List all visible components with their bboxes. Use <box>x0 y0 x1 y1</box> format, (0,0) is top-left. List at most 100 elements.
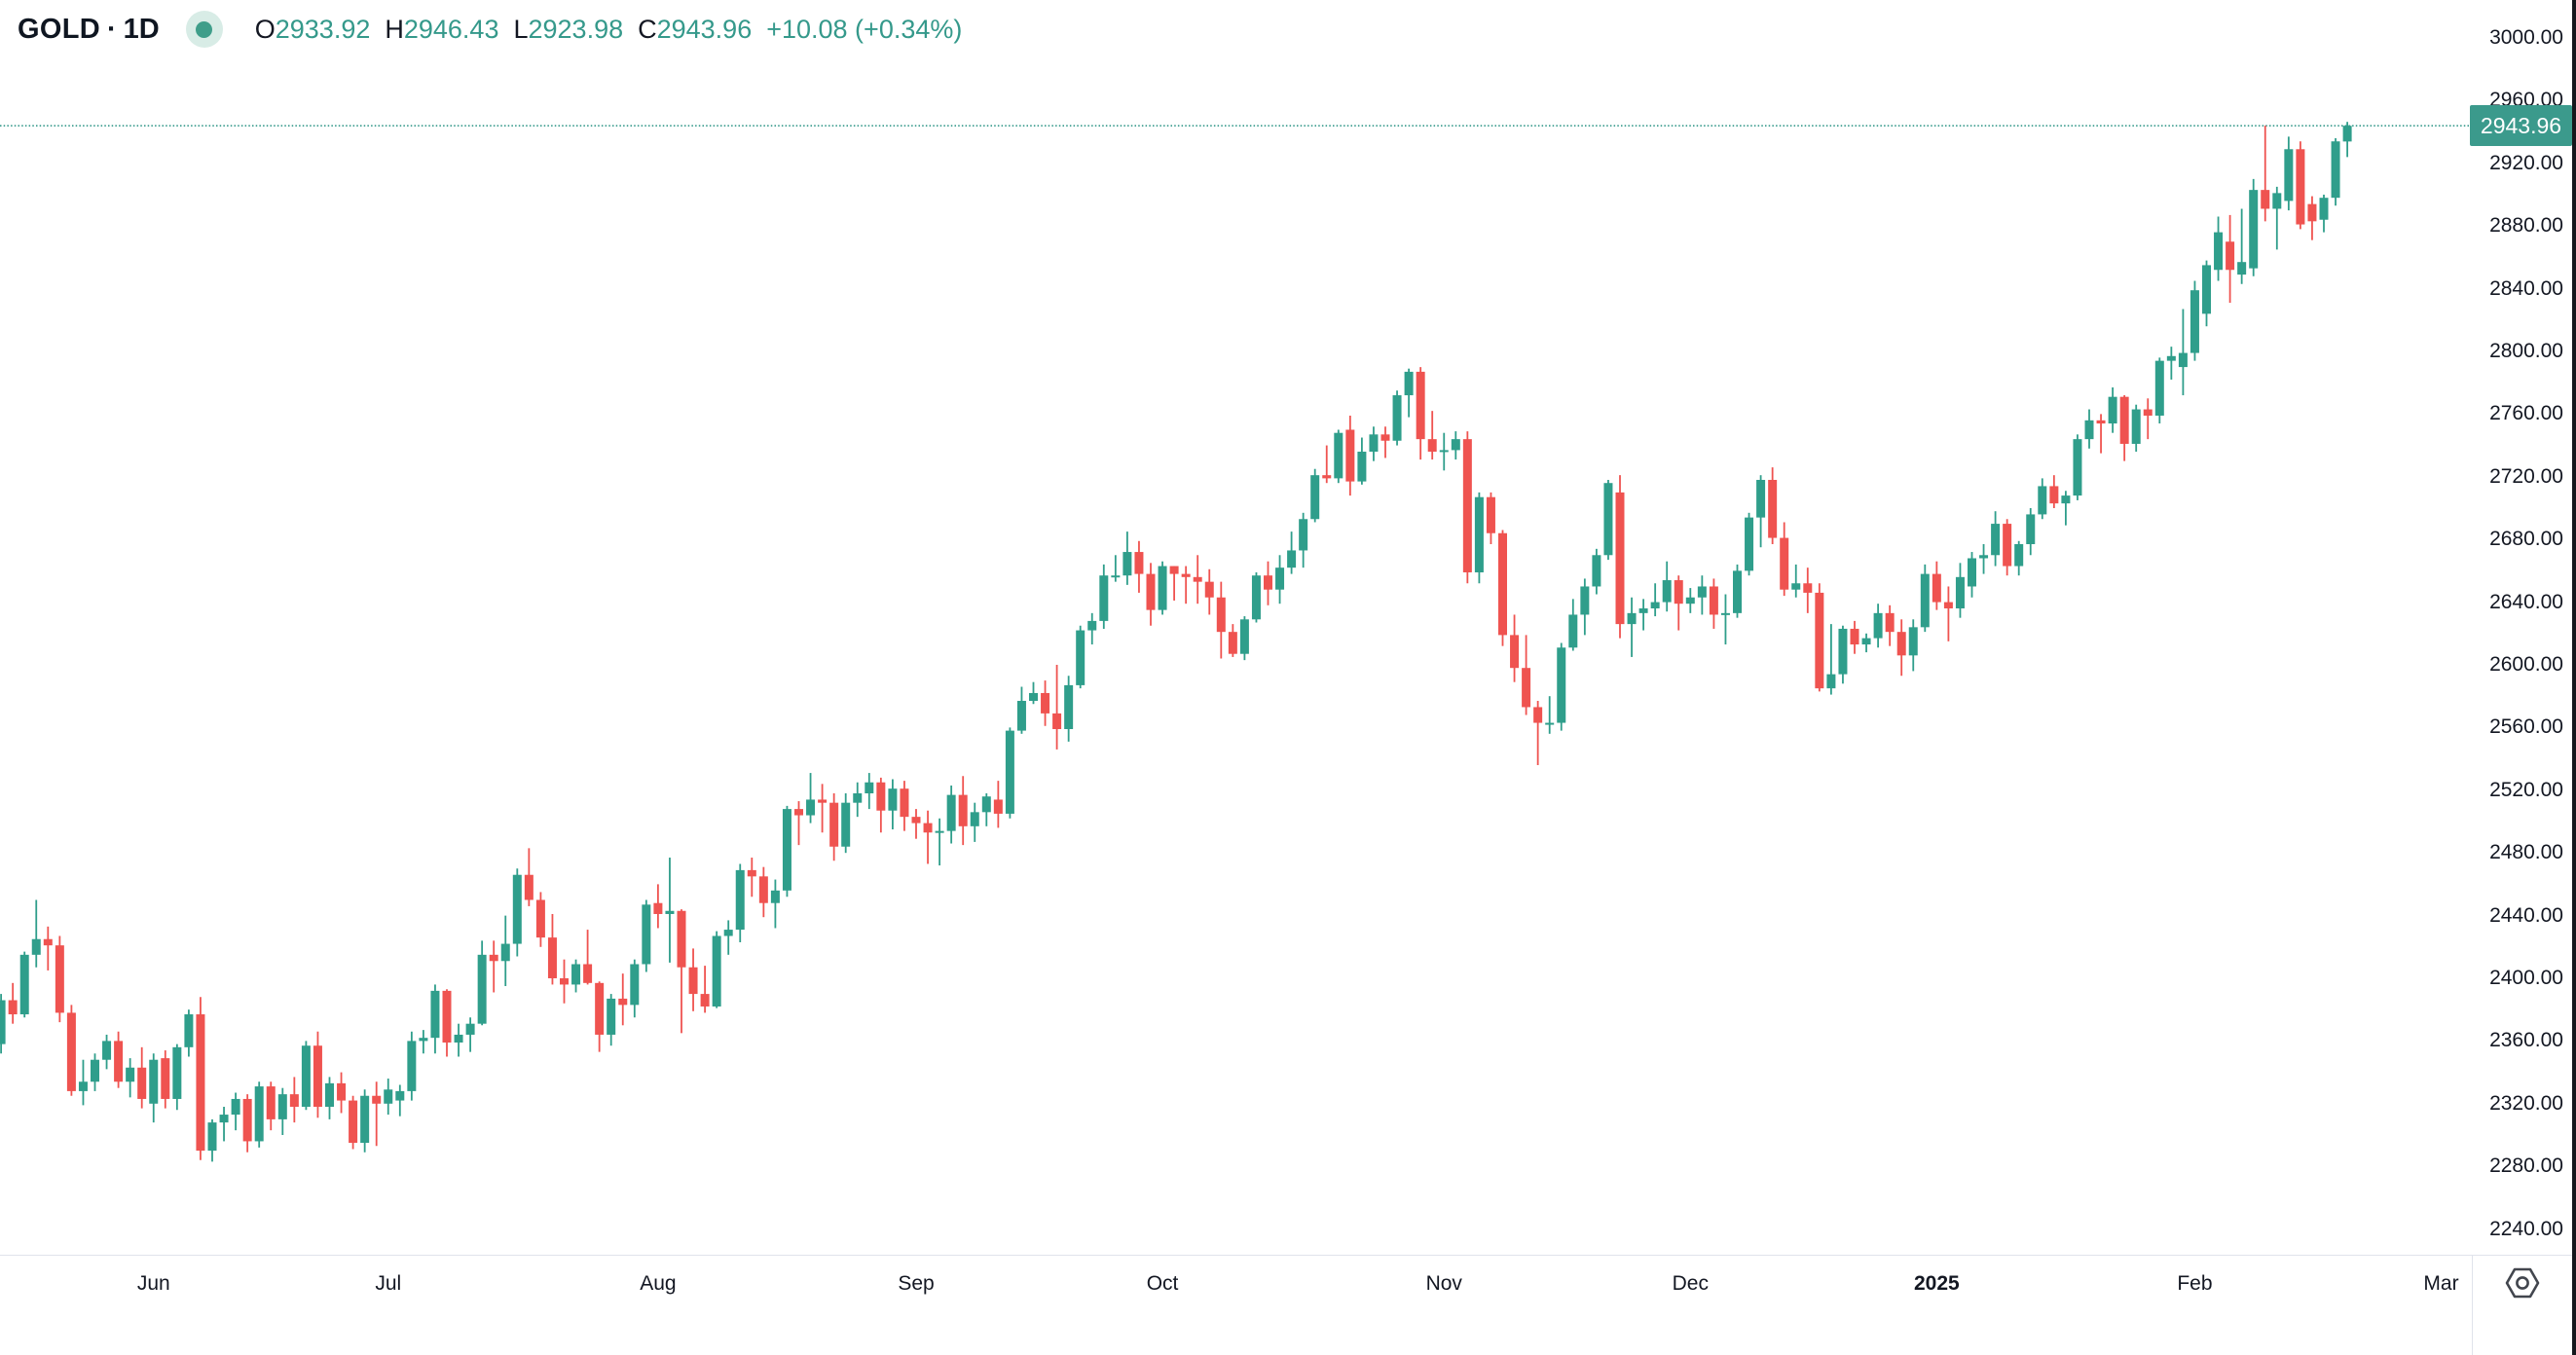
candle <box>1287 531 1297 574</box>
candle-body <box>524 874 534 900</box>
ohlc-letter: O <box>254 14 276 44</box>
candle <box>2119 395 2129 461</box>
candle <box>1768 467 1778 545</box>
candle-body <box>207 1122 217 1152</box>
candle <box>853 782 863 818</box>
candle <box>1850 620 1859 654</box>
interval-label: 1D <box>123 13 160 45</box>
candle <box>1592 548 1601 595</box>
price-tick-label: 2760.00 <box>2489 402 2563 425</box>
symbol-title[interactable]: GOLD · 1D <box>18 14 160 46</box>
candle-body <box>1392 395 1402 441</box>
candle-body <box>1709 586 1718 615</box>
candle-body <box>1181 573 1191 577</box>
price-tick-label: 2360.00 <box>2489 1029 2563 1052</box>
candle-body <box>993 799 1003 814</box>
candle <box>1228 624 1237 657</box>
candle <box>1239 616 1249 661</box>
candle <box>149 1053 159 1123</box>
candle-body <box>1016 701 1026 731</box>
candle <box>1158 561 1167 615</box>
gear-icon[interactable] <box>2503 1265 2542 1300</box>
candle <box>888 779 898 830</box>
candle-body <box>2342 126 2352 142</box>
candle <box>1815 583 1824 692</box>
candle-body <box>55 945 64 1013</box>
candle <box>2073 434 2082 500</box>
candle-body <box>1674 580 1683 604</box>
candle <box>1169 566 1179 601</box>
candle <box>454 1023 463 1057</box>
candles-layer[interactable] <box>0 122 2352 1162</box>
candle <box>653 884 663 929</box>
candle <box>876 777 886 833</box>
candle-body <box>1615 492 1625 625</box>
candle-body <box>1908 627 1918 656</box>
candle-body <box>1592 555 1601 587</box>
candle <box>1615 475 1625 639</box>
candle-body <box>535 899 545 938</box>
candle-body <box>595 982 605 1035</box>
candle <box>78 1059 88 1106</box>
candle <box>1380 426 1390 458</box>
ohlc-value: 2943.96 <box>656 14 753 44</box>
candle <box>1709 578 1718 629</box>
candle-body <box>1076 630 1086 685</box>
candle <box>1439 432 1449 471</box>
candle <box>524 848 534 906</box>
candle <box>1580 578 1590 636</box>
candle-body <box>1545 722 1555 725</box>
candle-body <box>712 935 721 1007</box>
window-right-border <box>2572 0 2576 1355</box>
price-axis[interactable]: 2943.96 3000.00 2960.00 2920.00 2880.00 2840… <box>2470 0 2572 1255</box>
candle <box>818 784 828 833</box>
candle-body <box>0 1000 6 1044</box>
candle-body <box>1322 475 1332 479</box>
candle <box>430 984 440 1054</box>
candle-body <box>172 1046 182 1099</box>
candle <box>55 935 64 1023</box>
price-tick-label: 2800.00 <box>2489 339 2563 362</box>
candle-body <box>2038 486 2047 515</box>
candle <box>407 1031 417 1101</box>
candle-body <box>1005 730 1014 814</box>
price-tick-label: 2440.00 <box>2489 903 2563 927</box>
candle-body <box>1275 568 1285 590</box>
candle <box>91 1053 99 1091</box>
candle-body <box>2154 360 2164 416</box>
chart-plot-area[interactable]: GOLD · 1D O2933.92 H2946.43 L2923.98 C2943.… <box>0 0 2472 1255</box>
candle-body <box>1193 576 1202 582</box>
time-tick-label: Jul <box>375 1272 402 1295</box>
candle-body <box>254 1086 264 1142</box>
candle <box>2038 478 2047 520</box>
candle-body <box>1955 576 1965 609</box>
candle <box>1052 664 1062 750</box>
price-tick-label: 2720.00 <box>2489 464 2563 488</box>
candle <box>1557 642 1566 731</box>
candle-body <box>2272 193 2282 209</box>
candle <box>1733 564 1742 618</box>
candle-body <box>1979 555 1989 559</box>
time-axis[interactable]: Jun Jul Aug Sep Oct Nov Dec 2025 Feb Mar <box>0 1255 2472 1355</box>
market-status-icon[interactable] <box>185 11 223 48</box>
candle <box>2178 309 2188 396</box>
candle <box>1146 563 1156 626</box>
candle-body <box>1968 558 1976 587</box>
candle <box>266 1081 276 1131</box>
candle-body <box>372 1095 382 1104</box>
candle-body <box>1745 517 1754 571</box>
candle-body <box>1169 566 1179 574</box>
candle-body <box>1850 628 1859 645</box>
candle-body <box>1146 573 1156 610</box>
candle-body <box>465 1023 475 1035</box>
candle-body <box>2026 514 2036 545</box>
candle-body <box>560 977 569 985</box>
candle <box>489 940 498 993</box>
candle <box>231 1092 240 1131</box>
candle-body <box>723 930 733 936</box>
price-tick-label: 3000.00 <box>2489 25 2563 49</box>
candle <box>2272 186 2282 250</box>
ohlc-legend: O2933.92 H2946.43 L2923.98 C2943.96 <box>255 15 766 45</box>
candle <box>1299 512 1308 568</box>
